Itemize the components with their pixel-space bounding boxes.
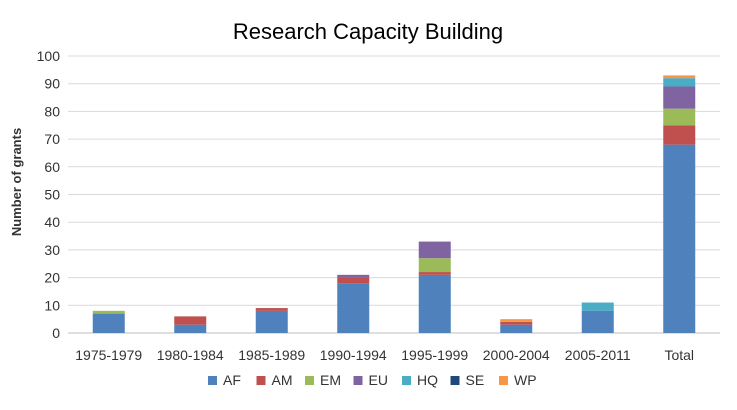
bar-segment-af bbox=[174, 324, 207, 333]
bar-segment-am bbox=[255, 308, 288, 311]
y-tick-label: 60 bbox=[44, 159, 60, 175]
bar-segment-eu bbox=[337, 274, 370, 278]
y-tick-label: 10 bbox=[44, 297, 60, 313]
y-tick-label: 30 bbox=[44, 242, 60, 258]
bar-segment-af bbox=[500, 324, 533, 333]
y-tick-label: 80 bbox=[44, 103, 60, 119]
bar-segment-em bbox=[418, 258, 451, 273]
x-tick-label: 2000-2004 bbox=[483, 347, 550, 363]
y-axis-label: Number of grants bbox=[9, 128, 24, 236]
bar-segment-em bbox=[663, 108, 696, 126]
chart-title: Research Capacity Building bbox=[233, 19, 503, 44]
bar-segment-af bbox=[92, 313, 125, 333]
legend-swatch-se bbox=[450, 376, 460, 385]
legend-label-em: EM bbox=[320, 372, 341, 388]
bar-segment-wp bbox=[663, 75, 696, 79]
y-tick-label: 50 bbox=[44, 187, 60, 203]
bar-segment-hq bbox=[581, 302, 614, 311]
legend-label-am: AM bbox=[272, 372, 293, 388]
bar-segment-em bbox=[92, 310, 125, 314]
y-tick-label: 0 bbox=[52, 325, 60, 341]
legend-swatch-eu bbox=[353, 376, 363, 385]
bar-segment-am bbox=[337, 277, 370, 284]
bar-segment-am bbox=[418, 272, 451, 275]
legend-swatch-am bbox=[256, 376, 266, 385]
y-tick-label: 90 bbox=[44, 76, 60, 92]
x-tick-label: Total bbox=[664, 347, 694, 363]
y-tick-label: 70 bbox=[44, 131, 60, 147]
bar-segment-hq bbox=[663, 78, 696, 87]
x-tick-label: 1975-1979 bbox=[75, 347, 142, 363]
x-tick-label: 1995-1999 bbox=[401, 347, 468, 363]
y-tick-label: 40 bbox=[44, 214, 60, 230]
bars bbox=[92, 75, 696, 333]
bar-segment-eu bbox=[663, 86, 696, 109]
bar-segment-af bbox=[255, 310, 288, 333]
legend-label-af: AF bbox=[223, 372, 241, 388]
bar-segment-af bbox=[663, 144, 696, 333]
bar-segment-am bbox=[174, 316, 207, 325]
legend-label-hq: HQ bbox=[417, 372, 438, 388]
legend-label-eu: EU bbox=[369, 372, 388, 388]
y-tick-label: 20 bbox=[44, 270, 60, 286]
gridlines bbox=[68, 55, 720, 334]
y-tick-label: 100 bbox=[37, 48, 61, 64]
x-tick-label: 2005-2011 bbox=[565, 347, 631, 363]
bar-segment-af bbox=[581, 310, 614, 333]
x-tick-label: 1980-1984 bbox=[157, 347, 224, 363]
legend-label-wp: WP bbox=[514, 372, 537, 388]
legend-swatch-wp bbox=[499, 376, 508, 385]
y-axis-ticks: 0 10 20 30 40 50 60 70 80 90 100 bbox=[37, 48, 61, 341]
legend-label-se: SE bbox=[466, 372, 485, 388]
x-tick-label: 1985-1989 bbox=[238, 347, 305, 363]
bar-segment-am bbox=[663, 125, 696, 145]
legend-swatch-af bbox=[208, 376, 217, 385]
bar-segment-af bbox=[337, 283, 370, 333]
legend: AF AM EM EU HQ SE WP bbox=[208, 372, 537, 388]
bar-segment-am bbox=[500, 321, 533, 325]
legend-swatch-em bbox=[305, 376, 314, 385]
x-tick-label: 1990-1994 bbox=[320, 347, 387, 363]
bar-segment-wp bbox=[500, 319, 533, 322]
x-axis-ticks: 1975-1979 1980-1984 1985-1989 1990-1994 1995… bbox=[75, 347, 694, 363]
bar-segment-eu bbox=[418, 241, 451, 259]
bar-segment-af bbox=[418, 274, 451, 333]
legend-swatch-hq bbox=[402, 376, 411, 385]
